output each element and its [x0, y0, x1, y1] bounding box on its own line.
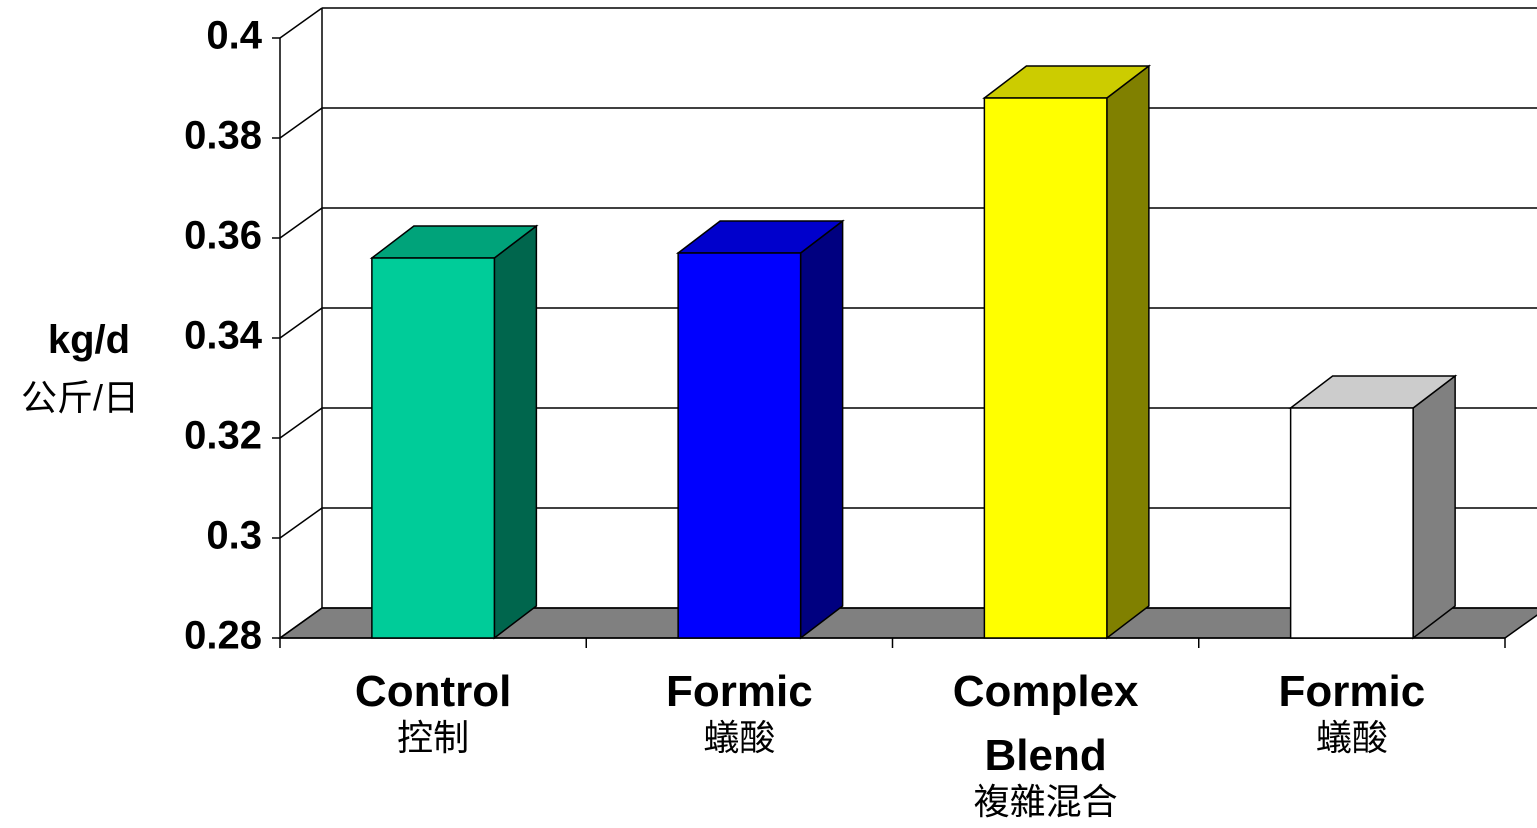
y-tick-label: 0.38 — [184, 114, 262, 158]
y-tick-label: 0.3 — [206, 514, 262, 558]
category-zh: 蟻酸 — [1315, 717, 1388, 758]
category-zh: 複雜混合 — [973, 781, 1118, 822]
category-en: Formic — [666, 667, 813, 716]
grid-diagonal — [279, 107, 323, 139]
grid-diagonal — [279, 507, 323, 539]
y-label-zh: 公斤/日 — [20, 377, 139, 418]
bar-side — [493, 224, 538, 640]
grid-diagonal — [279, 207, 323, 239]
grid-diagonal — [279, 407, 323, 439]
x-tick-label: Formic 蟻酸 — [619, 660, 859, 758]
y-label-en: kg/d — [47, 318, 131, 362]
category-en: Complex Blend — [952, 667, 1139, 780]
category-en: Formic — [1278, 667, 1426, 716]
bar — [677, 252, 802, 639]
grid-diagonal — [279, 307, 323, 339]
y-tick-label: 0.34 — [184, 314, 263, 358]
y-tick-label: 0.28 — [184, 614, 262, 658]
category-zh: 控制 — [397, 717, 470, 758]
grid-diagonal — [279, 607, 323, 639]
y-tick-label: 0.32 — [184, 414, 262, 458]
bar-side — [1106, 64, 1150, 640]
y-tick-label: 0.4 — [206, 14, 262, 58]
bar — [371, 257, 496, 639]
x-tick-label: Formic 蟻酸 — [1232, 660, 1472, 758]
bar-side — [1412, 374, 1456, 640]
grid-diagonal — [279, 7, 323, 39]
category-zh: 蟻酸 — [703, 717, 776, 758]
bar-side — [799, 219, 844, 640]
bar — [1289, 407, 1414, 639]
y-tick-label: 0.36 — [184, 214, 262, 258]
x-tick-label: Control 控制 — [313, 660, 553, 758]
category-en: Control — [354, 667, 512, 716]
y-axis-label: kg/d 公斤/日 — [10, 318, 170, 421]
x-tick-label: Complex Blend 複雜混合 — [926, 660, 1166, 822]
bar — [983, 97, 1108, 639]
